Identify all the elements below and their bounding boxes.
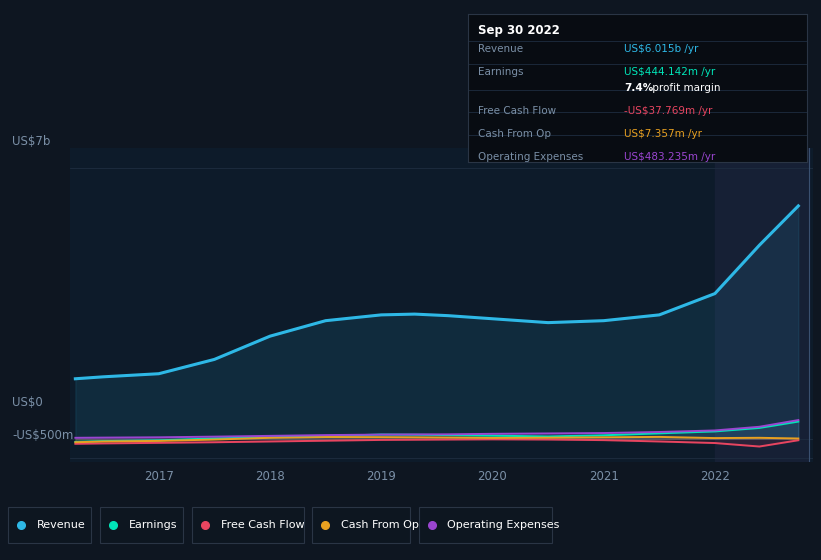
- Text: US$6.015b /yr: US$6.015b /yr: [624, 44, 699, 54]
- FancyBboxPatch shape: [100, 507, 183, 543]
- Text: -US$37.769m /yr: -US$37.769m /yr: [624, 106, 713, 116]
- Text: Earnings: Earnings: [478, 67, 524, 77]
- Text: Revenue: Revenue: [37, 520, 86, 530]
- Text: Operating Expenses: Operating Expenses: [447, 520, 560, 530]
- Text: US$0: US$0: [12, 395, 43, 409]
- Text: Sep 30 2022: Sep 30 2022: [478, 25, 560, 38]
- Text: Free Cash Flow: Free Cash Flow: [478, 106, 557, 116]
- Text: Cash From Op: Cash From Op: [342, 520, 420, 530]
- Bar: [715, 148, 810, 462]
- FancyBboxPatch shape: [192, 507, 304, 543]
- Text: Earnings: Earnings: [129, 520, 177, 530]
- FancyBboxPatch shape: [419, 507, 553, 543]
- FancyBboxPatch shape: [8, 507, 91, 543]
- Text: Operating Expenses: Operating Expenses: [478, 152, 584, 162]
- Text: US$7b: US$7b: [12, 136, 51, 148]
- Text: US$7.357m /yr: US$7.357m /yr: [624, 129, 702, 139]
- Text: Revenue: Revenue: [478, 44, 523, 54]
- Text: 7.4%: 7.4%: [624, 83, 654, 93]
- Text: Free Cash Flow: Free Cash Flow: [221, 520, 305, 530]
- Text: Cash From Op: Cash From Op: [478, 129, 551, 139]
- Text: US$444.142m /yr: US$444.142m /yr: [624, 67, 715, 77]
- Text: -US$500m: -US$500m: [12, 429, 74, 442]
- FancyBboxPatch shape: [312, 507, 410, 543]
- Text: US$483.235m /yr: US$483.235m /yr: [624, 152, 715, 162]
- Text: profit margin: profit margin: [649, 83, 721, 93]
